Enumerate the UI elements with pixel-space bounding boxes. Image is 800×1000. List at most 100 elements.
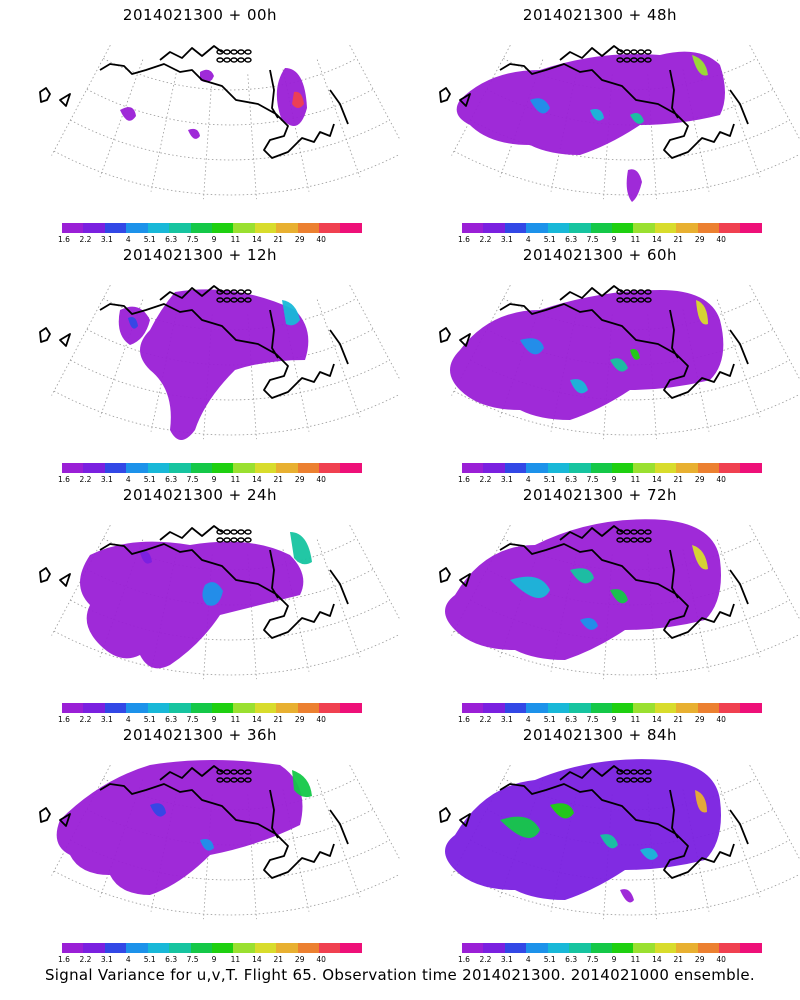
panel-title: 2014021300 + 24h [122, 486, 278, 504]
island [616, 537, 624, 543]
colorbar-tick-label: 1.6 [58, 235, 70, 244]
island [244, 57, 252, 63]
graticule-meridian [749, 45, 800, 141]
island [237, 769, 245, 775]
graticule-meridian [316, 59, 361, 178]
graticule-latitude [453, 390, 800, 436]
variance-contour [292, 770, 312, 798]
colorbar-ticks: 1.6 2.2 3.1 4 5.1 6.3 7.5 9 11 14 21 29 40 [458, 715, 762, 725]
colorbar-tick-label: 29 [694, 235, 705, 244]
coastline [39, 285, 349, 399]
island [630, 49, 638, 55]
colorbar-ticks: 1.6 2.2 3.1 4 5.1 6.3 7.5 9 11 14 21 29 40 [58, 955, 362, 965]
colorbar-swatch [654, 223, 677, 233]
island [616, 777, 624, 783]
map-panel: 2014021300 + 48h 1.6 2.2 3.1 4 5.1 6.3 7.5 9 11 14… [400, 0, 800, 244]
graticule-meridian [51, 765, 111, 876]
colorbar-swatch [719, 223, 741, 233]
colorbar-swatch [169, 223, 191, 233]
colorbar-swatch [611, 943, 634, 953]
island [630, 297, 638, 303]
graticule-meridian [349, 765, 400, 861]
colorbar-tick-label: 40 [316, 475, 326, 484]
map-panel: 2014021300 + 36h 1.6 2.2 3.1 4 5.1 6.3 7.5 9 11 14… [0, 720, 400, 964]
graticule-latitude [53, 390, 400, 436]
colorbar-tick-label: 11 [230, 955, 241, 964]
colorbar-swatch [83, 463, 105, 473]
island [216, 529, 224, 535]
variance-contour [640, 848, 658, 860]
colorbar [462, 463, 762, 473]
variance-contour [200, 839, 214, 851]
colorbar-swatch [504, 223, 527, 233]
panel-title: 2014021300 + 84h [522, 726, 678, 744]
colorbar-swatch [190, 223, 212, 233]
colorbar-swatch [126, 223, 148, 233]
colorbar-swatch [697, 463, 720, 473]
island [630, 57, 638, 63]
colorbar-swatch [297, 223, 320, 233]
colorbar-swatch [526, 943, 548, 953]
colorbar-tick-label: 2.2 [479, 955, 492, 964]
colorbar-swatch [147, 943, 170, 953]
colorbar-tick-label: 1.6 [458, 715, 470, 724]
colorbar-ticks: 1.6 2.2 3.1 4 5.1 6.3 7.5 9 11 14 21 29 40 [458, 475, 762, 485]
colorbar-ticks: 1.6 2.2 3.1 4 5.1 6.3 7.5 9 11 14 21 29 40 [58, 235, 362, 245]
graticule-meridian [316, 779, 361, 898]
colorbar-swatch [633, 703, 655, 713]
colorbar-tick-label: 4 [525, 475, 531, 484]
colorbar-swatch [233, 223, 255, 233]
polar-stereographic-map [39, 525, 400, 680]
island [223, 49, 231, 55]
colorbar-tick-label: 3.1 [100, 955, 113, 964]
variance-contour [290, 532, 312, 565]
variance-contour [80, 541, 304, 669]
colorbar-swatch [297, 943, 320, 953]
colorbar-swatch [83, 943, 105, 953]
polar-stereographic-map [39, 285, 400, 440]
colorbar-swatch [254, 463, 277, 473]
graticule-meridian [51, 45, 111, 156]
colorbar-tick-label: 11 [230, 235, 241, 244]
colorbar-tick-label: 4 [125, 475, 131, 484]
colorbar-tick-label: 3.1 [500, 955, 513, 964]
island [644, 529, 652, 535]
colorbar-tick-label: 4 [125, 235, 131, 244]
colorbar-tick-label: 21 [273, 235, 284, 244]
colorbar-tick-label: 21 [273, 475, 284, 484]
colorbar-tick-label: 6.3 [165, 235, 178, 244]
colorbar-tick-label: 29 [294, 955, 305, 964]
colorbar-swatch [654, 943, 677, 953]
colorbar-swatch [254, 223, 277, 233]
colorbar-swatch [211, 463, 234, 473]
colorbar-tick-label: 11 [230, 715, 241, 724]
colorbar-swatch [276, 703, 298, 713]
variance-contour [510, 576, 550, 598]
island [637, 57, 645, 63]
colorbar [462, 943, 762, 953]
colorbar-tick-label: 21 [673, 955, 684, 964]
graticule-meridian [150, 69, 178, 192]
colorbar-swatch [740, 943, 762, 953]
island [223, 57, 231, 63]
colorbar-tick-label: 11 [630, 475, 641, 484]
colorbar-swatch [462, 703, 484, 713]
variance-contour [692, 545, 708, 570]
island [230, 777, 238, 783]
colorbar-swatch [719, 943, 741, 953]
colorbar-swatch [483, 703, 505, 713]
graticule-latitude [453, 870, 800, 916]
panel-title: 2014021300 + 36h [122, 726, 278, 744]
colorbar-swatch [740, 463, 762, 473]
colorbar-swatch [233, 463, 255, 473]
island [230, 49, 238, 55]
colorbar-tick-label: 2.2 [79, 715, 92, 724]
colorbar-swatch [633, 223, 655, 233]
colorbar-tick-label: 14 [252, 955, 262, 964]
colorbar-swatch [276, 943, 298, 953]
colorbar-swatch [169, 703, 191, 713]
colorbar-tick-label: 5.1 [143, 235, 156, 244]
graticule-latitude [470, 599, 790, 641]
colorbar-tick-label: 40 [316, 955, 326, 964]
colorbar-swatch [676, 223, 698, 233]
